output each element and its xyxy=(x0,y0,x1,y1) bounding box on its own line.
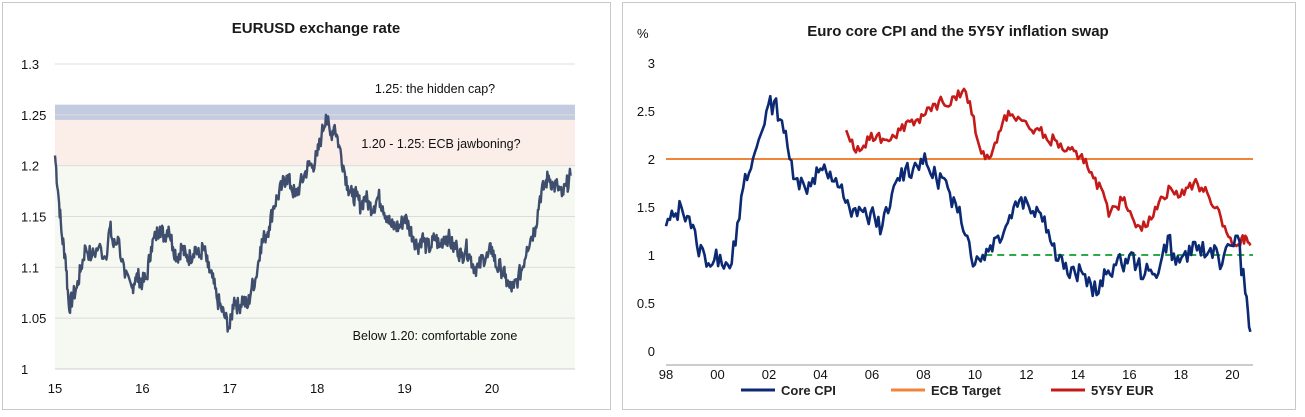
eurusd-y-tick-label: 1.2 xyxy=(21,159,39,174)
core-cpi-y-axis: 0 0.5 1 1.5 2 2.5 3 xyxy=(637,56,655,359)
core-cpi-x-tick-label: 04 xyxy=(813,367,827,382)
core-cpi-y-tick-label: 1.5 xyxy=(637,200,655,215)
eurusd-x-tick-label: 15 xyxy=(48,381,62,396)
legend-swap-label: 5Y5Y EUR xyxy=(1091,383,1154,398)
core-cpi-x-tick-label: 00 xyxy=(710,367,724,382)
eurusd-chart-panel: EURUSD exchange rate 1 1.05 1.1 1.15 1.2 1.25… xyxy=(2,2,611,410)
eurusd-gridlines xyxy=(55,63,575,370)
chart-legend: Core CPI ECB Target 5Y5Y EUR xyxy=(741,383,1154,398)
core-cpi-x-tick-label: 02 xyxy=(762,367,776,382)
eurusd-x-tick-label: 20 xyxy=(485,381,499,396)
eurusd-y-tick-label: 1.15 xyxy=(21,210,46,225)
eurusd-x-tick-label: 19 xyxy=(397,381,411,396)
eurusd-y-tick-label: 1 xyxy=(21,362,28,377)
eurusd-y-tick-label: 1.3 xyxy=(21,57,39,72)
core-cpi-chart-title: Euro core CPI and the 5Y5Y inflation swa… xyxy=(807,23,1108,40)
eurusd-x-axis: 15 16 17 18 19 20 xyxy=(48,381,499,396)
eurusd-y-tick-label: 1.05 xyxy=(21,311,46,326)
eurusd-x-tick-label: 16 xyxy=(135,381,149,396)
eurusd-chart: EURUSD exchange rate 1 1.05 1.1 1.15 1.2 1.25… xyxy=(21,20,575,396)
eurusd-chart-title: EURUSD exchange rate xyxy=(232,20,400,37)
eurusd-series-line xyxy=(53,113,572,333)
core-cpi-x-tick-label: 08 xyxy=(916,367,930,382)
core-cpi-x-tick-label: 98 xyxy=(659,367,673,382)
hidden-cap-band xyxy=(55,104,575,120)
core-cpi-y-tick-label: 1 xyxy=(648,248,655,263)
core-cpi-x-tick-label: 06 xyxy=(865,367,879,382)
legend-ecb-target-label: ECB Target xyxy=(931,383,1001,398)
swap-5y5y-line xyxy=(844,87,1252,248)
jawboning-label: 1.20 - 1.25: ECB jawboning? xyxy=(361,137,520,151)
core-cpi-x-tick-label: 18 xyxy=(1174,367,1188,382)
core-cpi-y-tick-label: 2.5 xyxy=(637,104,655,119)
core-cpi-y-tick-label: 2 xyxy=(648,152,655,167)
core-cpi-y-tick-label: 3 xyxy=(648,56,655,71)
core-cpi-x-tick-label: 14 xyxy=(1071,367,1085,382)
core-cpi-y-tick-label: 0.5 xyxy=(637,296,655,311)
eurusd-y-tick-label: 1.25 xyxy=(21,108,46,123)
core-cpi-x-tick-label: 10 xyxy=(968,367,982,382)
legend-core-cpi-label: Core CPI xyxy=(781,383,836,398)
eurusd-y-tick-label: 1.1 xyxy=(21,260,39,275)
core-cpi-x-tick-label: 20 xyxy=(1225,367,1239,382)
eurusd-y-axis: 1 1.05 1.1 1.15 1.2 1.25 1.3 xyxy=(21,57,46,377)
y-axis-unit-label: % xyxy=(637,26,649,41)
hidden-cap-label: 1.25: the hidden cap? xyxy=(375,82,495,96)
eurusd-x-tick-label: 17 xyxy=(223,381,237,396)
core-cpi-line xyxy=(664,94,1252,333)
comfortable-zone-label: Below 1.20: comfortable zone xyxy=(353,329,518,343)
eurusd-x-tick-label: 18 xyxy=(310,381,324,396)
core-cpi-x-tick-label: 16 xyxy=(1122,367,1136,382)
core-cpi-chart: Euro core CPI and the 5Y5Y inflation swa… xyxy=(637,23,1253,398)
core-cpi-y-tick-label: 0 xyxy=(648,344,655,359)
core-cpi-x-axis: 98 00 02 04 06 08 10 12 14 16 18 20 xyxy=(659,367,1240,382)
core-cpi-chart-panel: Euro core CPI and the 5Y5Y inflation swa… xyxy=(622,2,1296,410)
core-cpi-x-tick-label: 12 xyxy=(1019,367,1033,382)
